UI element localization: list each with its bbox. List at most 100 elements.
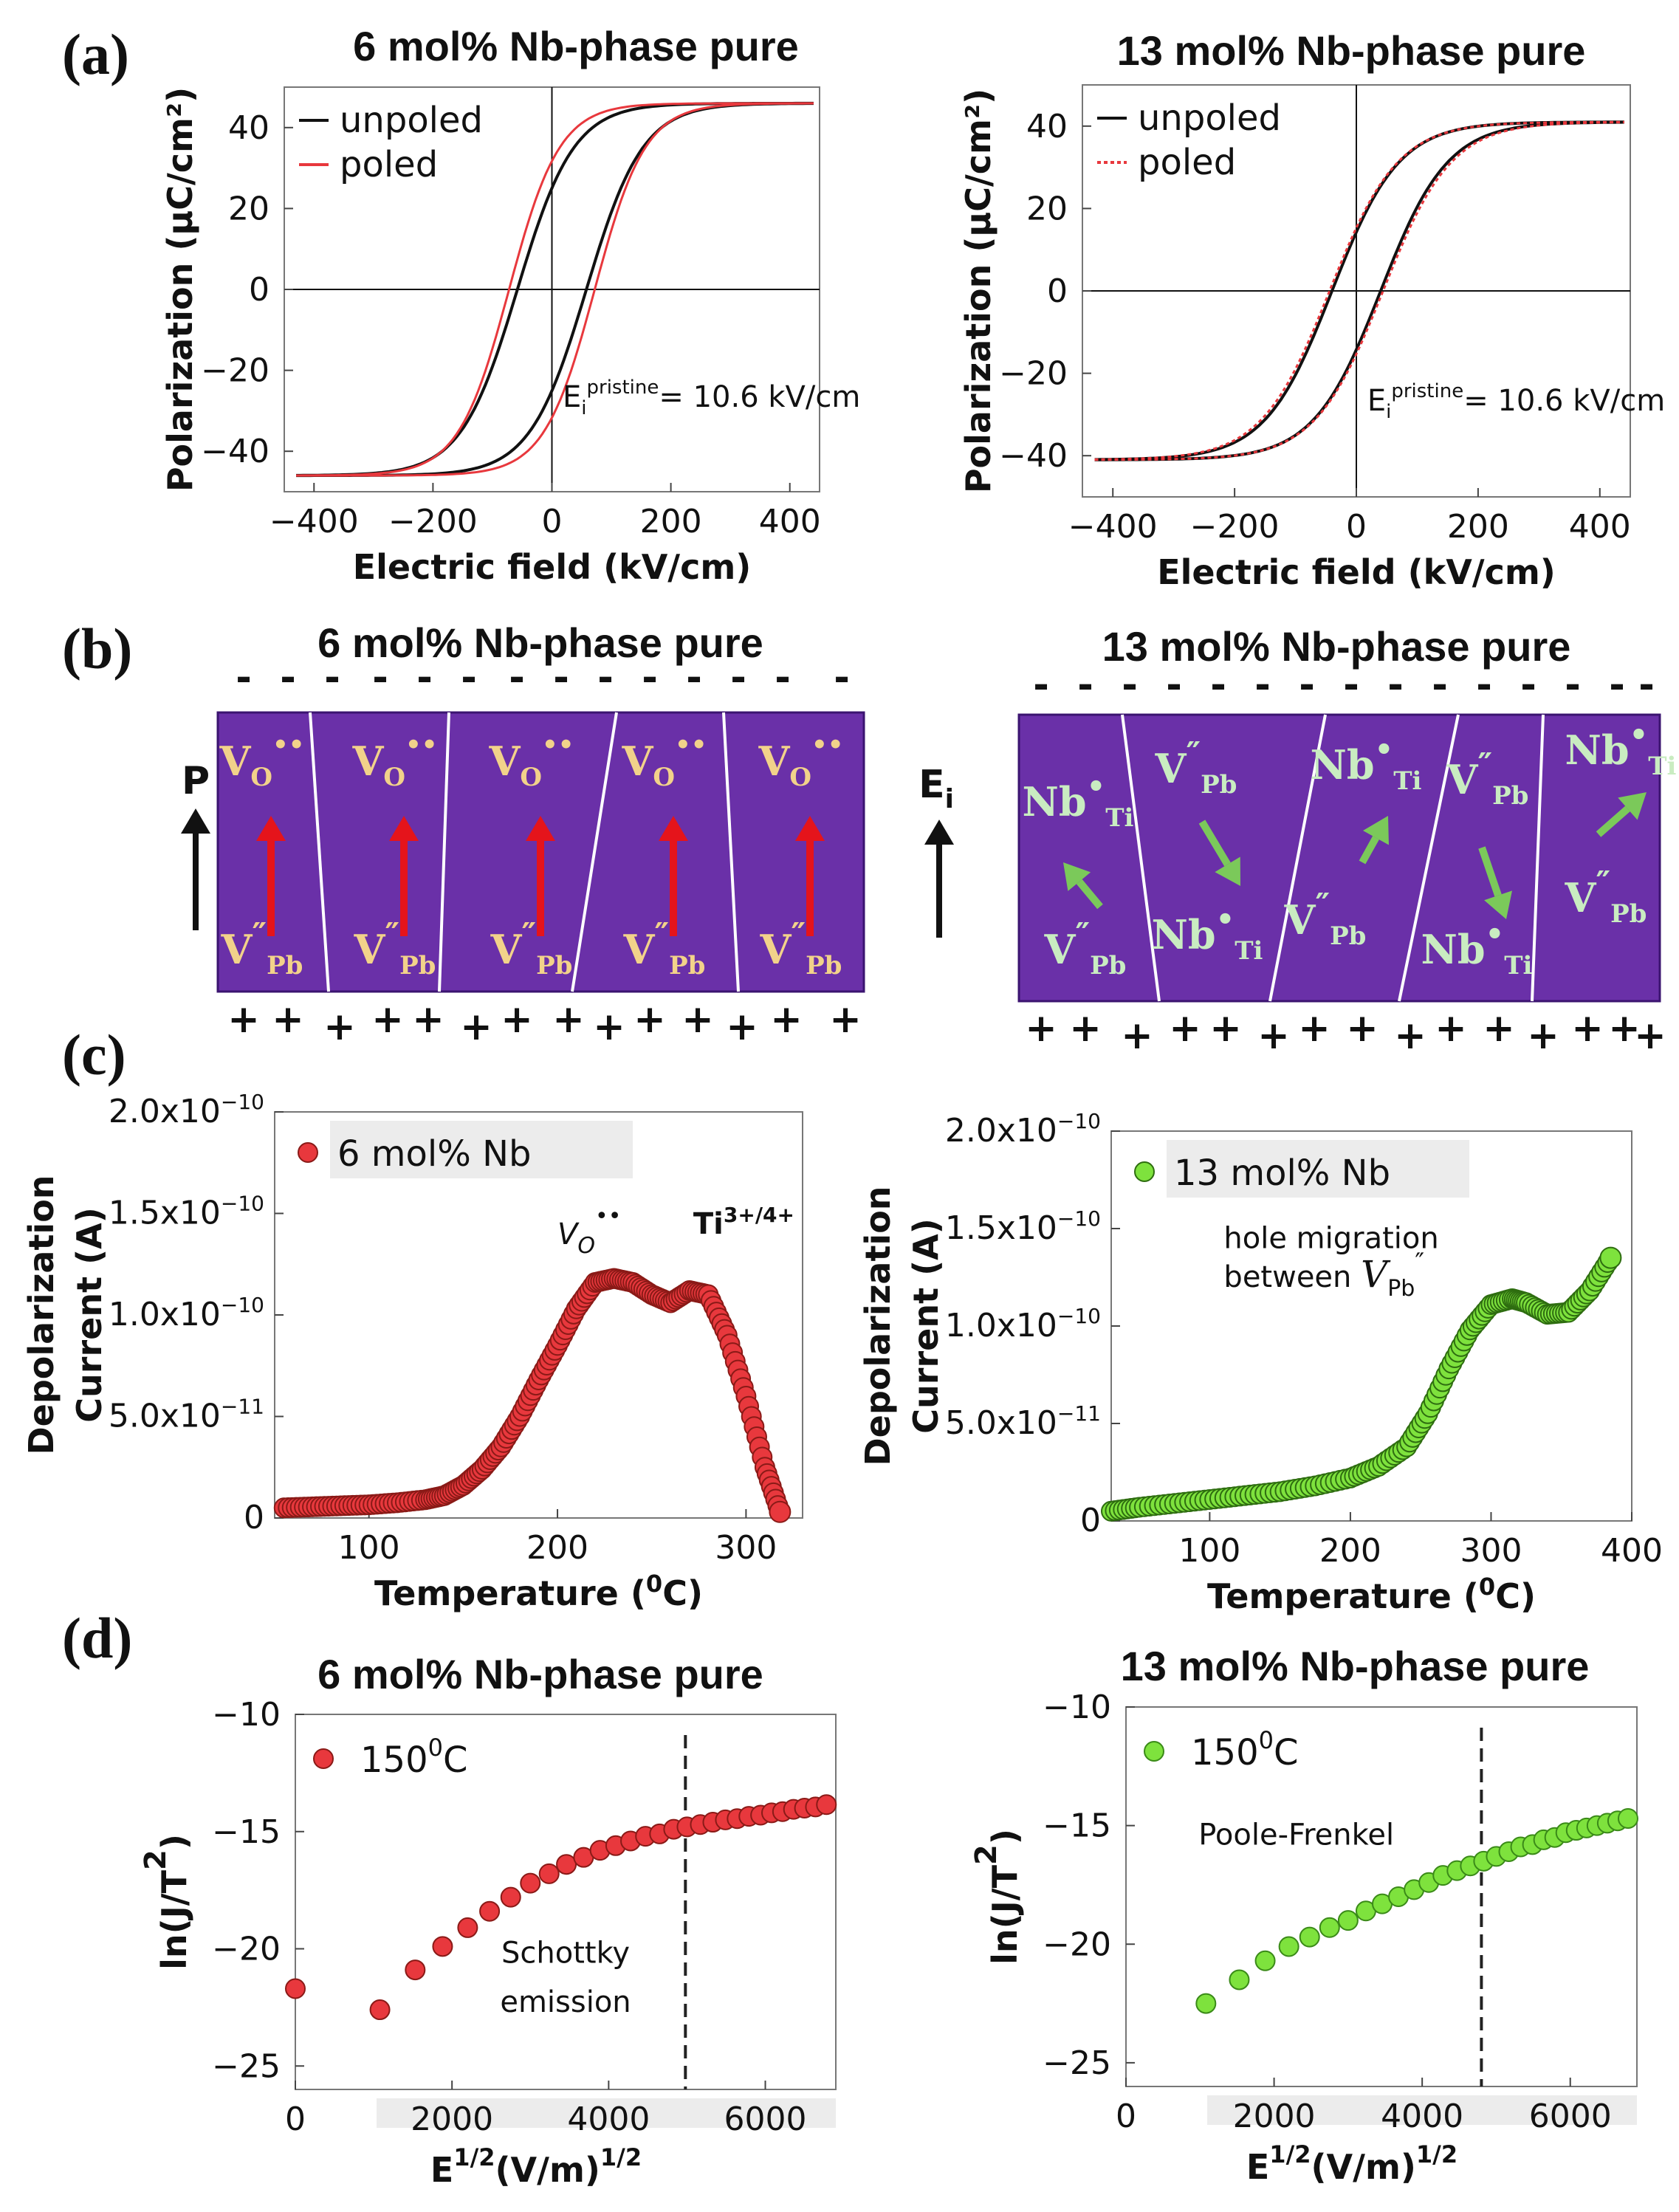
- d_left-xtick-label: 6000: [724, 2101, 807, 2138]
- a_left-ytick-label: 40: [228, 109, 269, 147]
- ion-lead-vacancy: V″Pb: [1284, 887, 1367, 951]
- surface-charge-plus: +: [1169, 1006, 1201, 1051]
- a_left-legend-label-poled: poled: [340, 144, 438, 185]
- surface-charge-minus: -: [1166, 663, 1182, 707]
- d_right-ytick-label: −20: [1043, 1926, 1111, 1963]
- c_left-ytick-label: 2.0x10−10: [109, 1090, 264, 1130]
- d_left-ytick-label: −15: [212, 1813, 281, 1851]
- ion-lead-vacancy: V″Pb: [1155, 735, 1237, 800]
- d_left-data-point: [816, 1794, 837, 1816]
- d_left-ytick-label: −20: [212, 1931, 281, 1968]
- surface-charge-minus: -: [1520, 663, 1536, 707]
- chart-d_right: −25 −20 −15 −10 0 2000 4000 6000 E1/2(V/m)1/2 ln(…: [969, 1689, 1638, 2187]
- d_left-data-point: [556, 1854, 577, 1875]
- domain-wall-right: [1398, 714, 1460, 1002]
- a_right-xtick-label: 400: [1569, 508, 1631, 546]
- c_left-legend-marker: [298, 1142, 318, 1163]
- ion-oxygen-vacancy: VO••: [758, 730, 844, 792]
- a_right-loop-poled-ascending: [1094, 121, 1624, 461]
- surface-charge-minus: -: [834, 656, 850, 700]
- chart-d_left: −25 −20 −15 −10 0 2000 4000 6000 E1/2(V/m)1/2 ln(…: [139, 1696, 837, 2190]
- surface-charge-plus: +: [1025, 1006, 1057, 1051]
- d_right-legend-marker: [1144, 1741, 1164, 1762]
- surface-charge-minus: -: [461, 656, 477, 700]
- d_left-legend-label: 1500C: [360, 1734, 468, 1781]
- a_right-ytick-label: 20: [1026, 190, 1068, 227]
- d_left-data-point: [285, 1978, 306, 1999]
- internal-field-arrow-head: [924, 820, 954, 845]
- c_right-legend-label: 13 mol% Nb: [1174, 1153, 1390, 1194]
- d_left-data-point: [369, 1999, 391, 2021]
- d_left-data-point: [457, 1917, 478, 1938]
- d_right-annotation-line1: Poole-Frenkel: [1198, 1818, 1394, 1852]
- panel-label-a: (a): [62, 22, 129, 86]
- ion-oxygen-vacancy: VO••: [352, 730, 438, 792]
- surface-charge-minus: -: [416, 656, 433, 700]
- dipole-arrow-red-head: [256, 816, 286, 841]
- a_left-xtick-label: 400: [759, 503, 821, 540]
- defect-dipole-arrow-green-shaft: [1359, 836, 1379, 865]
- surface-charge-plus: +: [1527, 1014, 1559, 1058]
- domain-wall-right: [1121, 714, 1161, 1002]
- surface-charge-minus: -: [1033, 663, 1049, 707]
- d_left-ytick-label: −10: [212, 1696, 281, 1734]
- title-d-right: 13 mol% Nb-phase pure: [1121, 1643, 1590, 1689]
- a_right-annotation: Eipristine= 10.6 kV/cm: [1367, 380, 1665, 423]
- surface-charge-plus: +: [1634, 1014, 1666, 1058]
- a_left-xtick-label: 0: [542, 503, 563, 540]
- surface-charge-minus: -: [1299, 663, 1315, 707]
- surface-charge-plus: +: [227, 997, 260, 1042]
- surface-charge-minus: -: [324, 656, 340, 700]
- domain-wall-left: [722, 712, 740, 992]
- defect-dipole-arrow-green-head: [1215, 856, 1240, 886]
- c_left-xtick-label: 300: [715, 1529, 777, 1567]
- surface-charge-plus: +: [1483, 1006, 1515, 1051]
- ion-niobium-donor: Nb•Ti: [1421, 917, 1533, 980]
- d_right-xtick-label: 6000: [1529, 2098, 1612, 2135]
- a_right-xtick-label: −200: [1190, 508, 1280, 546]
- surface-charge-plus: +: [1394, 1014, 1426, 1058]
- d_left-xtick-label: 2000: [411, 2101, 493, 2138]
- surface-charge-plus: +: [1257, 1014, 1290, 1058]
- surface-charge-plus: +: [371, 997, 404, 1042]
- defect-dipole-arrow-green-head: [1618, 792, 1647, 820]
- defect-dipole-arrow-green-head: [1063, 862, 1091, 891]
- d_right-ytick-label: −10: [1043, 1689, 1111, 1726]
- polarization-vector-label: P: [182, 759, 210, 803]
- d_left-plot-frame: [295, 1714, 837, 2090]
- panel-label-d: (d): [62, 1606, 132, 1670]
- surface-charge-plus: +: [1298, 1006, 1331, 1051]
- d_left-xaxis-shade: [377, 2098, 836, 2128]
- dipole-arrow-red-head: [795, 816, 825, 841]
- surface-charge-minus: -: [1254, 663, 1271, 707]
- c_right-ytick-label: 0: [1080, 1502, 1101, 1539]
- title-d-left: 6 mol% Nb-phase pure: [317, 1651, 763, 1697]
- ion-lead-vacancy: V″Pb: [760, 916, 842, 980]
- c_right-xtick-label: 300: [1460, 1532, 1522, 1570]
- d_right-data-point: [1229, 1969, 1250, 1991]
- ion-lead-vacancy: V″Pb: [490, 916, 573, 980]
- a_right-legend-label-unpoled: unpoled: [1138, 97, 1281, 139]
- ion-oxygen-vacancy: VO••: [622, 730, 707, 792]
- d_right-data-point: [1278, 1936, 1299, 1957]
- surface-charge-plus: +: [1209, 1006, 1242, 1051]
- chart-c_left: 0 5.0x10−11 1.0x10−10 1.5x10−10 2.0x10−10 100…: [21, 1090, 803, 1613]
- surface-charge-plus: +: [412, 997, 444, 1042]
- c_right-legend-marker: [1134, 1161, 1155, 1182]
- ion-oxygen-vacancy: VO••: [219, 730, 305, 792]
- c_left-ylabel-line: Current (A): [69, 1207, 109, 1422]
- c_right-xlabel: Temperature (0C): [1207, 1573, 1536, 1616]
- d_left-xtick-label: 0: [285, 2101, 306, 2138]
- a_right-ytick-label: −20: [999, 355, 1068, 393]
- title-b-left: 6 mol% Nb-phase pure: [317, 619, 763, 666]
- c_right-ytick-label: 5.0x10−11: [945, 1401, 1101, 1442]
- dipole-arrow-red-head: [526, 816, 555, 841]
- surface-charge-minus: -: [642, 656, 658, 700]
- c_right-annotation-line1: hole migration: [1223, 1221, 1438, 1255]
- d_left-xlabel: E1/2(V/m)1/2: [430, 2143, 642, 2190]
- surface-charge-plus: +: [501, 997, 533, 1042]
- c_right-annotation-line2: between VPb″: [1223, 1248, 1424, 1302]
- panel-label-b: (b): [62, 616, 132, 681]
